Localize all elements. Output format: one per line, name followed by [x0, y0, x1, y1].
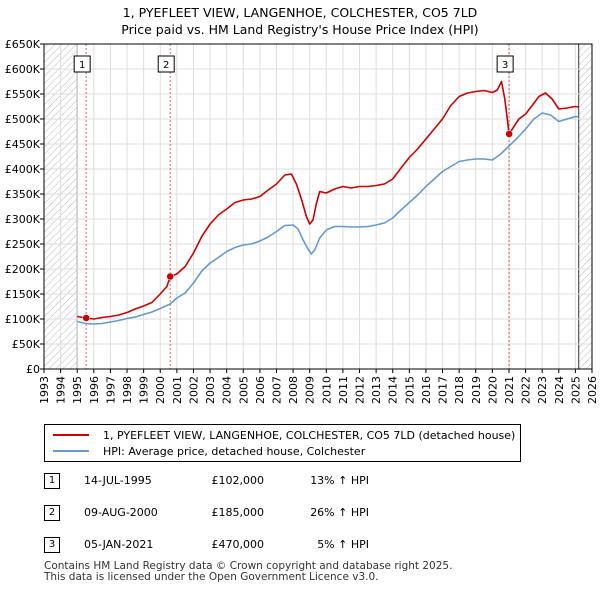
y-tick-label: £450K: [5, 138, 41, 151]
x-tick-label: 2008: [287, 376, 300, 404]
sale-point: [505, 130, 513, 138]
sale-number-box: [73, 55, 91, 73]
y-tick-label: £50K: [12, 338, 41, 351]
x-tick-label: 1998: [121, 376, 134, 404]
sale-price: £185,000: [211, 506, 265, 519]
footer-copyright: Contains HM Land Registry data © Crown c…: [44, 560, 453, 572]
series-line-hpi: [77, 112, 579, 325]
legend-item-hpi: HPI: Average price, detached house, Colc…: [53, 443, 365, 459]
sale-number-box: [157, 55, 175, 73]
x-tick-label: 1994: [55, 376, 68, 404]
sale-price: £102,000: [211, 474, 265, 487]
x-tick-label: 2001: [171, 376, 184, 404]
footer: Contains HM Land Registry data © Crown c…: [44, 561, 452, 583]
sale-badge: 2: [44, 505, 60, 521]
y-tick-label: £650K: [5, 38, 41, 51]
x-tick-label: 2010: [320, 376, 333, 404]
x-tick-label: 2022: [520, 376, 533, 404]
y-tick-label: £150K: [5, 288, 41, 301]
x-tick-label: 1999: [138, 376, 151, 404]
sale-number-label: 3: [502, 60, 508, 71]
x-tick-label: 2002: [187, 376, 200, 404]
chart-title-line1: 1, PYEFLEET VIEW, LANGENHOE, COLCHESTER,…: [122, 5, 478, 20]
chart-title: 1, PYEFLEET VIEW, LANGENHOE, COLCHESTER,…: [0, 4, 600, 38]
y-tick-label: £350K: [5, 188, 41, 201]
y-tick-label: £200K: [5, 263, 41, 276]
y-tick-label: £500K: [5, 113, 41, 126]
x-tick-label: 2007: [270, 376, 283, 404]
x-tick-label: 2013: [370, 376, 383, 404]
x-tick-label: 2024: [553, 376, 566, 404]
x-tick-label: 2005: [237, 376, 250, 404]
x-tick-label: 2000: [154, 376, 167, 404]
x-tick-label: 2023: [536, 376, 549, 404]
footer-license: This data is licensed under the Open Gov…: [44, 571, 379, 583]
sale-point: [82, 314, 90, 322]
x-tick-label: 2006: [254, 376, 267, 404]
x-tick-label: 2014: [387, 376, 400, 404]
y-tick-label: £0: [26, 363, 40, 376]
x-tick-label: 2004: [221, 376, 234, 404]
x-tick-label: 2012: [354, 376, 367, 404]
sale-row: 1 14-JUL-1995 £102,000 13% ↑ HPI: [44, 473, 564, 491]
legend: 1, PYEFLEET VIEW, LANGENHOE, COLCHESTER,…: [44, 424, 521, 462]
x-tick-label: 2017: [437, 376, 450, 404]
x-tick-label: 1997: [104, 376, 117, 404]
x-tick-label: 1993: [38, 376, 51, 404]
sale-number-label: 2: [163, 60, 169, 71]
sale-point: [166, 272, 174, 281]
x-tick-label: 2025: [569, 376, 582, 404]
x-tick-label: 2009: [304, 376, 317, 404]
y-tick-label: £100K: [5, 313, 41, 326]
sale-hpi-change: 26% ↑ HPI: [310, 506, 369, 519]
x-tick-label: 2016: [420, 376, 433, 404]
x-tick-label: 2019: [470, 376, 483, 404]
plot-frame: [43, 43, 593, 370]
legend-label-hpi: HPI: Average price, detached house, Colc…: [103, 444, 366, 458]
sale-row: 2 09-AUG-2000 £185,000 26% ↑ HPI: [44, 505, 564, 523]
sale-price: £470,000: [211, 538, 265, 551]
sale-row: 3 05-JAN-2021 £470,000 5% ↑ HPI: [44, 537, 564, 555]
x-tick-label: 1996: [88, 376, 101, 404]
y-tick-label: £250K: [5, 238, 41, 251]
sale-date: 09-AUG-2000: [84, 506, 158, 519]
sale-number-box: [496, 55, 514, 73]
sale-date: 05-JAN-2021: [84, 538, 154, 551]
sale-number-label: 1: [79, 60, 85, 71]
x-tick-label: 2018: [453, 376, 466, 404]
legend-label-property: 1, PYEFLEET VIEW, LANGENHOE, COLCHESTER,…: [103, 428, 516, 442]
sale-badge: 1: [44, 473, 60, 489]
legend-swatch-hpi: [53, 450, 89, 452]
x-tick-label: 2026: [586, 376, 599, 404]
y-tick-label: £300K: [5, 213, 41, 226]
chart-title-line2: Price paid vs. HM Land Registry's House …: [121, 22, 479, 37]
x-tick-label: 2021: [503, 376, 516, 404]
sale-date: 14-JUL-1995: [84, 474, 152, 487]
y-tick-label: £400K: [5, 163, 41, 176]
x-tick-label: 2003: [204, 376, 217, 404]
series-line-property: [77, 80, 579, 320]
legend-swatch-property: [53, 434, 89, 436]
y-tick-label: £550K: [5, 88, 41, 101]
x-tick-label: 2015: [403, 376, 416, 404]
x-tick-label: 2011: [337, 376, 350, 404]
y-tick-label: £600K: [5, 63, 41, 76]
x-tick-label: 1995: [71, 376, 84, 404]
price-chart: 1 2 3 £0 £50K £100K £150K £200K £250K £300K £350K…: [5, 38, 599, 404]
sale-badge: 3: [44, 537, 60, 553]
sale-hpi-change: 13% ↑ HPI: [310, 474, 369, 487]
hatched-region: [578, 44, 592, 369]
sale-hpi-change: 5% ↑ HPI: [317, 538, 369, 551]
x-tick-label: 2020: [486, 376, 499, 404]
legend-item-property: 1, PYEFLEET VIEW, LANGENHOE, COLCHESTER,…: [53, 427, 515, 443]
